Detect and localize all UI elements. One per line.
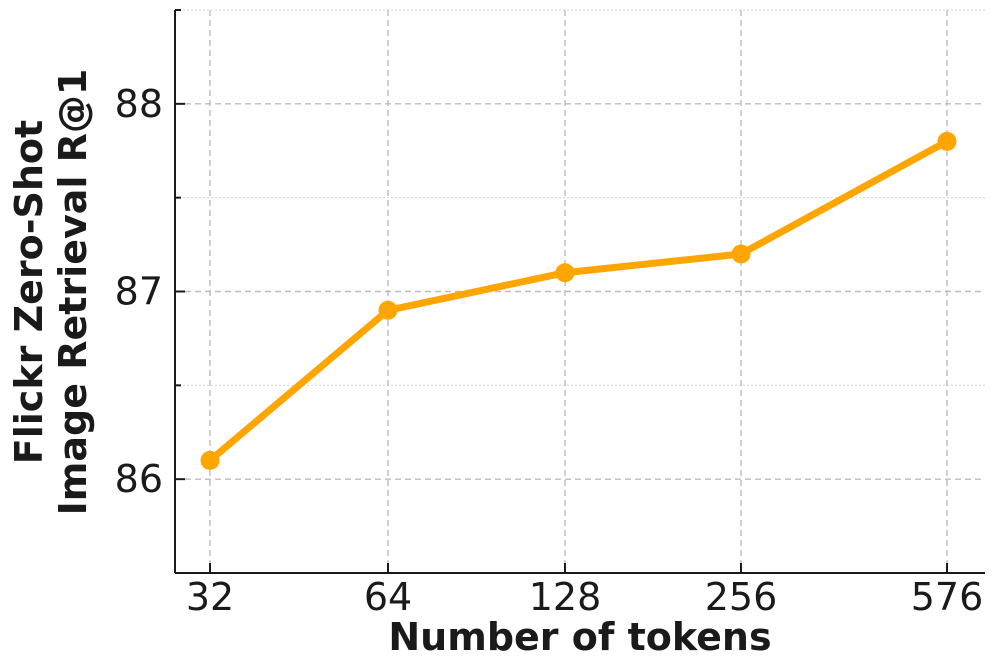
x-tick-label: 256	[705, 575, 778, 619]
series	[200, 131, 957, 470]
data-point	[378, 300, 398, 320]
x-tick-label: 128	[529, 575, 602, 619]
y-tick-label: 87	[115, 270, 163, 314]
y-axis-title-line-2: Image Retrieval R@1	[51, 69, 95, 516]
x-axis-title: Number of tokens	[388, 615, 771, 659]
y-tick-label: 88	[115, 82, 163, 126]
x-tick-label: 576	[911, 575, 984, 619]
data-point	[731, 244, 751, 264]
y-axis-title: Flickr Zero-Shot Image Retrieval R@1	[7, 69, 95, 516]
data-point	[200, 450, 220, 470]
series-line	[206, 137, 951, 464]
data-point	[555, 263, 575, 283]
grid-lines	[175, 9, 985, 574]
data-point	[937, 131, 957, 151]
tick-marks	[175, 9, 948, 574]
y-tick-label: 86	[115, 457, 163, 501]
y-tick-labels: 86 87 88	[115, 82, 163, 501]
y-axis-title-line-1: Flickr Zero-Shot	[7, 120, 51, 464]
x-tick-labels: 32 64 128 256 576	[186, 575, 983, 619]
x-tick-label: 32	[186, 575, 234, 619]
x-tick-label: 64	[364, 575, 412, 619]
